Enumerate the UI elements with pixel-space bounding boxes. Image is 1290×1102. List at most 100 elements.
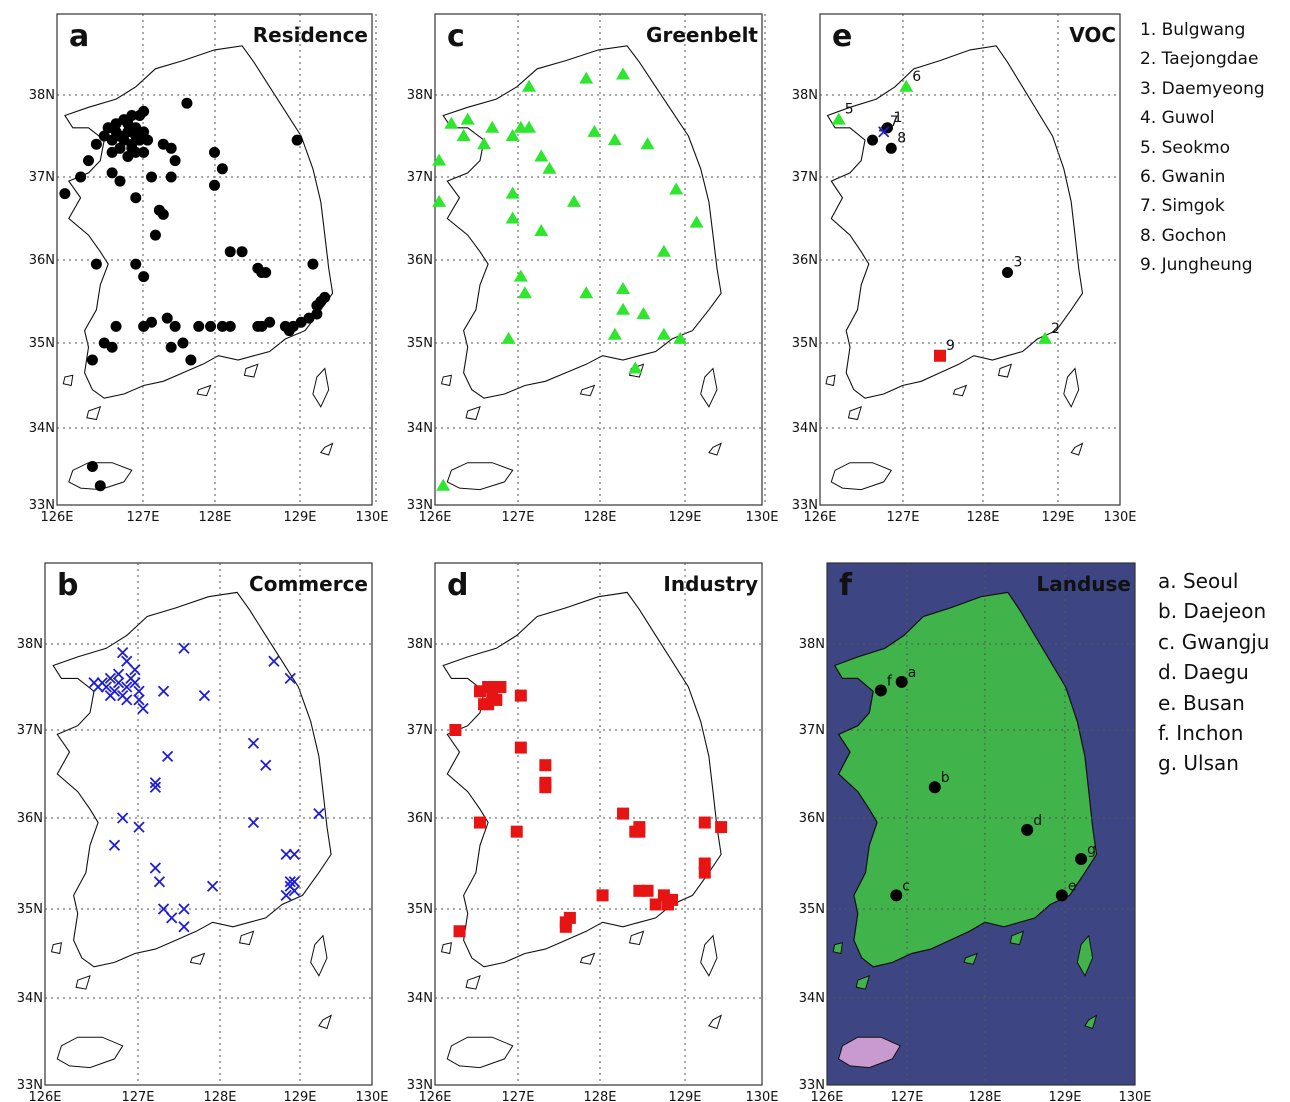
lat-tick-label: 33N — [17, 1078, 43, 1093]
lat-tick-label: 37N — [799, 723, 825, 738]
residence-site-marker — [110, 118, 122, 130]
city-legend: a. Seoul b. Daejeon c. Gwangju d. Daegu … — [1158, 566, 1269, 779]
lon-tick-label: 129E — [1048, 1090, 1081, 1102]
lon-tick-label: 130E — [1118, 1090, 1151, 1102]
lon-tick-label: 126E — [40, 510, 73, 525]
legend-item: c. Gwangju — [1158, 629, 1270, 654]
lon-tick-label: 126E — [418, 1090, 451, 1102]
island — [318, 1014, 332, 1030]
commerce-site-marker — [133, 821, 145, 833]
greenbelt-site-marker — [636, 306, 651, 319]
lat-tick-label: 36N — [407, 811, 433, 826]
lon-tick-label: 129E — [283, 1090, 316, 1102]
residence-site-marker — [311, 308, 323, 320]
city-label: e — [1068, 878, 1077, 894]
residence-site-marker — [216, 163, 228, 175]
industry-site-marker — [514, 689, 527, 702]
residence-site-marker — [94, 480, 106, 492]
residence-site-marker — [209, 179, 220, 191]
industry-site-marker — [715, 821, 728, 834]
greenbelt-site-marker — [587, 124, 602, 137]
residence-site-marker — [224, 246, 236, 258]
panel-title: Residence — [253, 23, 368, 47]
island — [196, 384, 212, 397]
residence-site-marker — [106, 146, 118, 158]
commerce-site-marker — [157, 685, 170, 697]
residence-site-marker — [98, 337, 110, 349]
voc-site-marker — [1038, 331, 1052, 344]
lat-tick-label: 35N — [799, 902, 825, 917]
voc-site-marker — [899, 79, 914, 92]
residence-site-marker — [138, 105, 150, 117]
lat-tick-label: 34N — [29, 421, 55, 436]
voc-site-number: 8 — [897, 130, 906, 146]
panel-title: Industry — [663, 572, 758, 596]
greenbelt-site-marker — [534, 223, 549, 236]
residence-site-marker — [106, 167, 118, 179]
island — [189, 952, 206, 965]
panel-c-greenbelt: 126E 127E 128E 129E 130E 33N 34N 35N 36N 37N 38N c G… — [395, 0, 785, 530]
commerce-site-marker — [149, 777, 161, 789]
commerce-site-marker — [137, 702, 149, 715]
greenbelt-site-marker — [460, 112, 475, 125]
lat-tick-label: 33N — [407, 498, 433, 513]
panel-b-commerce: 126E 127E 128E 129E 130E 33N 34N 35N 36N 37N 38N b C… — [0, 555, 390, 1102]
commerce-site-marker — [121, 655, 133, 667]
lon-tick-label: 128E — [583, 1090, 616, 1102]
commerce-site-marker — [133, 694, 145, 706]
residence-site-marker — [307, 258, 319, 270]
lat-tick-label: 35N — [407, 902, 433, 917]
city-label: d — [1033, 813, 1042, 829]
city-label: f — [887, 673, 893, 689]
commerce-site-marker — [104, 689, 117, 702]
industry-site-marker — [510, 825, 523, 838]
island — [847, 405, 862, 421]
lon-tick-label: 126E — [418, 510, 451, 525]
legend-item: 2. Taejongdae — [1140, 49, 1259, 70]
legend-item: b. Daejeon — [1158, 599, 1267, 624]
legend-item: 1. Bulgwang — [1140, 20, 1246, 40]
map-frame — [826, 562, 1136, 1086]
greenbelt-site-marker — [579, 71, 594, 84]
lon-tick-label: 127E — [501, 1090, 534, 1102]
city-marker — [890, 889, 903, 902]
commerce-site-marker — [284, 876, 296, 888]
residence-site-marker — [177, 337, 189, 349]
residence-site-marker — [126, 110, 138, 121]
industry-site-marker — [473, 816, 486, 829]
panel-letter: e — [832, 19, 852, 54]
map-frame — [434, 13, 763, 506]
industry-site-marker — [559, 920, 572, 933]
greenbelt-site-marker — [432, 194, 447, 207]
jeju-island — [68, 462, 133, 491]
lat-tick-label: 34N — [407, 991, 433, 1006]
greenbelt-site-marker — [616, 67, 631, 80]
industry-site-marker — [633, 825, 646, 838]
residence-site-marker — [165, 341, 177, 353]
commerce-site-marker — [121, 694, 133, 706]
industry-site-marker — [657, 889, 670, 902]
panel-e-voc: 126E 127E 128E 129E 130E 33N 34N 35N 36N 37N 38N e V… — [775, 0, 1145, 530]
residence-site-marker — [169, 320, 181, 332]
island — [1084, 1014, 1098, 1030]
island — [1063, 367, 1080, 408]
city-label: g — [1087, 842, 1096, 858]
greenbelt-site-marker — [505, 211, 520, 224]
lat-tick-label: 38N — [407, 637, 433, 652]
greenbelt-site-marker — [607, 133, 622, 146]
commerce-site-marker — [161, 750, 174, 763]
lat-tick-label: 37N — [29, 170, 55, 185]
legend-item: 4. Guwol — [1140, 108, 1215, 129]
lon-tick-label: 128E — [198, 510, 231, 525]
map-frame — [44, 562, 373, 1086]
lat-tick-label: 38N — [17, 637, 43, 652]
residence-site-marker — [319, 291, 331, 303]
island — [700, 367, 718, 408]
island — [1070, 442, 1084, 456]
voc-site-number: 1 — [894, 110, 903, 126]
greenbelt-site-marker — [522, 120, 537, 133]
residence-site-marker — [142, 134, 154, 146]
jeju-island — [446, 462, 514, 491]
lon-tick-label: 128E — [966, 510, 999, 525]
greenbelt-site-marker — [477, 137, 492, 150]
